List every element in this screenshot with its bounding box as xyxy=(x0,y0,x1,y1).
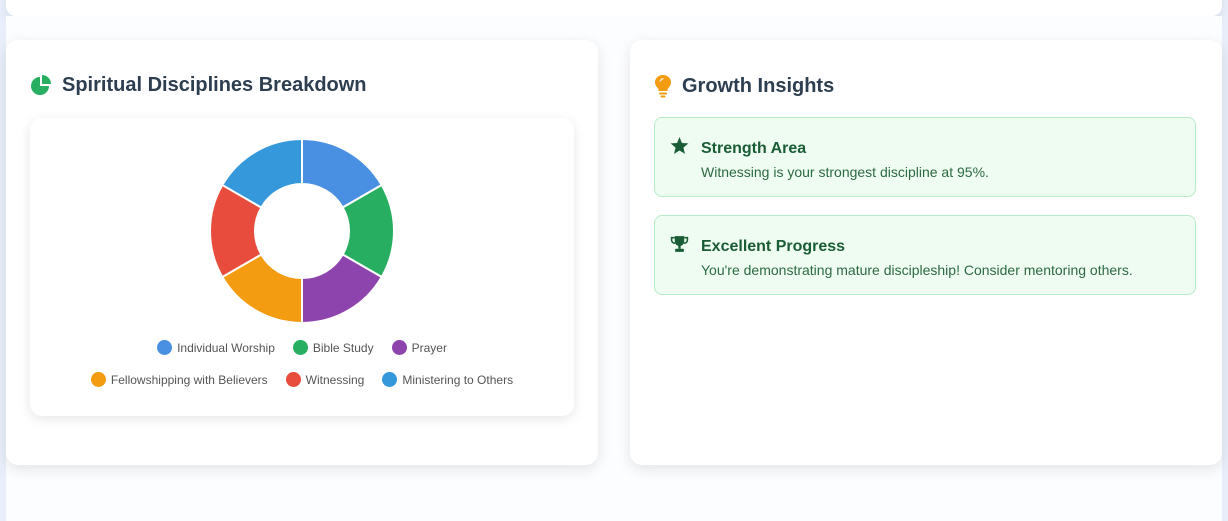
breakdown-title: Spiritual Disciplines Breakdown xyxy=(62,74,367,96)
breakdown-header: Spiritual Disciplines Breakdown xyxy=(30,74,367,97)
legend-label: Ministering to Others xyxy=(402,372,514,387)
legend-row: Individual Worship Bible Study Prayer xyxy=(30,340,574,355)
legend-item-fellowshipping[interactable]: Fellowshipping with Believers xyxy=(90,372,268,387)
disciplines-breakdown-card: Spiritual Disciplines Breakdown Individu… xyxy=(6,40,598,465)
insight-text: You're demonstrating mature discipleship… xyxy=(701,262,1133,278)
legend-item-witnessing[interactable]: Witnessing xyxy=(285,372,365,387)
insight-excellent-progress: Excellent Progress You're demonstrating … xyxy=(654,215,1196,295)
legend-item-individual-worship[interactable]: Individual Worship xyxy=(157,340,275,355)
legend-label: Individual Worship xyxy=(177,340,275,355)
legend-swatch xyxy=(292,340,308,355)
legend-label: Fellowshipping with Believers xyxy=(110,372,268,387)
donut-chart-container: Individual Worship Bible Study Prayer Fe… xyxy=(30,118,574,416)
legend-swatch xyxy=(391,340,407,355)
growth-insights-card: Growth Insights Strength Area Witnessing… xyxy=(630,40,1222,465)
insight-heading: Strength Area xyxy=(670,137,806,160)
legend-label: Bible Study xyxy=(312,340,374,355)
insight-strength-area: Strength Area Witnessing is your stronge… xyxy=(654,117,1196,197)
legend-swatch xyxy=(382,372,398,387)
legend-swatch xyxy=(285,372,301,387)
insights-header: Growth Insights xyxy=(654,74,834,98)
donut-chart xyxy=(209,137,395,325)
legend-item-ministering[interactable]: Ministering to Others xyxy=(382,372,513,387)
insight-heading: Excellent Progress xyxy=(670,235,845,258)
lightbulb-icon xyxy=(654,74,672,98)
star-icon xyxy=(670,137,689,160)
donut-slice-ministering-to-others[interactable] xyxy=(220,137,303,209)
legend-swatch xyxy=(157,340,173,355)
pie-chart-icon xyxy=(30,74,52,97)
legend-item-bible-study[interactable]: Bible Study xyxy=(292,340,374,355)
insights-title: Growth Insights xyxy=(682,74,835,97)
legend-item-prayer[interactable]: Prayer xyxy=(391,340,447,355)
trophy-icon xyxy=(670,235,689,258)
top-card xyxy=(6,0,1222,16)
insight-title: Excellent Progress xyxy=(701,237,846,255)
legend-label: Witnessing xyxy=(305,372,365,387)
legend-label: Prayer xyxy=(411,340,447,355)
legend-swatch xyxy=(90,372,106,387)
insight-text: Witnessing is your strongest discipline … xyxy=(701,164,989,180)
insight-title: Strength Area xyxy=(701,139,807,157)
legend-row: Fellowshipping with Believers Witnessing… xyxy=(30,372,574,387)
